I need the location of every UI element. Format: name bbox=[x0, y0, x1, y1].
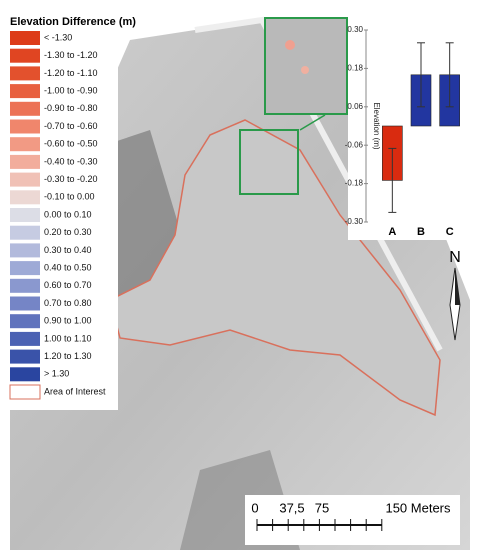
inset-patch bbox=[301, 66, 309, 74]
legend-label: -1.30 to -1.20 bbox=[44, 50, 98, 60]
y-tick-label: -0.18 bbox=[345, 179, 364, 188]
legend-swatch bbox=[10, 208, 40, 222]
x-tick-label: A bbox=[388, 226, 396, 238]
north-label: N bbox=[449, 249, 461, 266]
legend-swatch bbox=[10, 137, 40, 152]
zoom-arrow bbox=[299, 114, 326, 131]
scale-label: 37,5 bbox=[279, 500, 304, 515]
y-tick-label: 0.30 bbox=[347, 25, 363, 34]
legend-swatch bbox=[9, 384, 41, 400]
scale-label: 0 bbox=[251, 500, 258, 515]
legend-label: 1.00 to 1.10 bbox=[44, 333, 92, 343]
chart-box bbox=[348, 18, 463, 240]
scale-box bbox=[245, 495, 460, 545]
zoom-box bbox=[239, 129, 299, 195]
legend-label: -1.00 to -0.90 bbox=[44, 85, 98, 95]
legend-swatch bbox=[10, 119, 40, 134]
y-tick-label: -0.30 bbox=[345, 217, 364, 226]
legend-swatch bbox=[10, 66, 40, 81]
legend-swatch bbox=[10, 172, 40, 187]
legend-label: 0.70 to 0.80 bbox=[44, 298, 92, 308]
legend-title: Elevation Difference (m) bbox=[10, 16, 136, 28]
legend-label: 0.40 to 0.50 bbox=[44, 262, 92, 272]
legend-label: 0.90 to 1.00 bbox=[44, 316, 92, 326]
legend-label: -0.30 to -0.20 bbox=[44, 174, 98, 184]
y-tick-label: 0.18 bbox=[347, 64, 363, 73]
legend-label: > 1.30 bbox=[44, 369, 69, 379]
y-tick-label: 0.06 bbox=[347, 102, 363, 111]
legend-label: -0.40 to -0.30 bbox=[44, 156, 98, 166]
y-axis-label: Elevation (m) bbox=[372, 102, 381, 149]
legend-label: -0.10 to 0.00 bbox=[44, 192, 95, 202]
legend-swatch bbox=[10, 278, 40, 293]
legend-label: 0.00 to 0.10 bbox=[44, 209, 92, 219]
legend-label: 0.30 to 0.40 bbox=[44, 245, 92, 255]
legend-swatch bbox=[10, 314, 40, 329]
legend-swatch bbox=[10, 31, 40, 45]
zoom-inset bbox=[264, 17, 348, 115]
x-tick-label: C bbox=[446, 226, 454, 238]
scale-label: 75 bbox=[315, 500, 329, 515]
legend-swatch bbox=[10, 84, 40, 99]
legend-label: -0.90 to -0.80 bbox=[44, 103, 98, 113]
area-of-interest bbox=[109, 119, 441, 417]
north-arrow-fill bbox=[455, 268, 460, 305]
legend-swatch bbox=[10, 225, 40, 240]
legend-label: < -1.30 bbox=[44, 32, 72, 42]
legend-swatch bbox=[10, 349, 40, 364]
y-tick-label: -0.06 bbox=[345, 140, 364, 149]
legend-swatch bbox=[10, 190, 40, 205]
legend-swatch bbox=[10, 101, 40, 116]
legend-label: 0.20 to 0.30 bbox=[44, 227, 92, 237]
legend-label: -0.70 to -0.60 bbox=[44, 121, 98, 131]
legend-swatch bbox=[10, 154, 40, 169]
legend-swatch bbox=[10, 261, 40, 276]
legend-swatch bbox=[10, 367, 40, 382]
legend-label: 1.20 to 1.30 bbox=[44, 351, 92, 361]
legend-label: Area of Interest bbox=[44, 386, 106, 396]
scale-label: 150 Meters bbox=[385, 500, 451, 515]
legend-swatch bbox=[10, 243, 40, 258]
legend-swatch bbox=[10, 48, 40, 63]
inset-patch bbox=[285, 40, 295, 50]
legend-label: 0.60 to 0.70 bbox=[44, 280, 92, 290]
legend-label: -1.20 to -1.10 bbox=[44, 68, 98, 78]
x-tick-label: B bbox=[417, 226, 425, 238]
legend-swatch bbox=[10, 331, 40, 346]
legend-swatch bbox=[10, 296, 40, 311]
legend-label: -0.60 to -0.50 bbox=[44, 139, 98, 149]
